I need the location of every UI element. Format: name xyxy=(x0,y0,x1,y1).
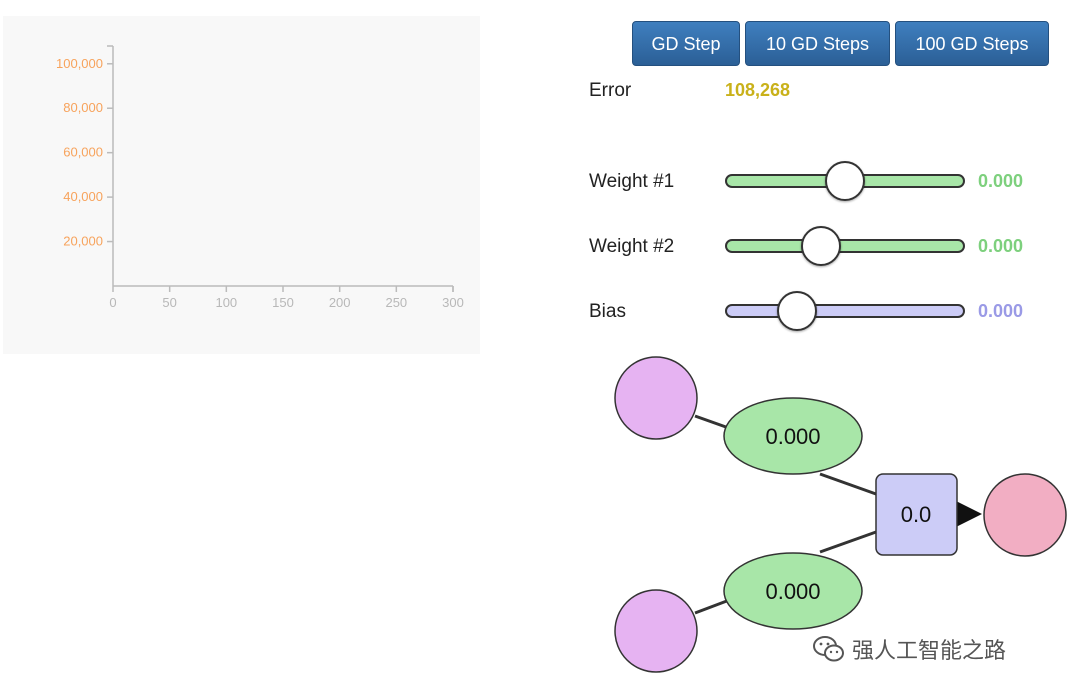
y-tick-label: 20,000 xyxy=(63,234,103,249)
bias-label: Bias xyxy=(589,301,626,322)
weight2-slider-thumb[interactable] xyxy=(801,226,841,266)
weight2-node xyxy=(723,552,863,630)
weight1-to-sum-line xyxy=(819,472,877,496)
bias-slider-thumb[interactable] xyxy=(777,291,817,331)
x-tick-label: 250 xyxy=(385,295,407,310)
gd-100-steps-button[interactable]: 100 GD Steps xyxy=(895,21,1049,66)
x-tick-label: 100 xyxy=(215,295,237,310)
y-tick-label: 100,000 xyxy=(56,56,103,71)
error-label: Error xyxy=(589,80,632,101)
y-tick-label: 80,000 xyxy=(63,100,103,115)
error-value: 108,268 xyxy=(725,80,791,100)
gd-10-steps-button[interactable]: 10 GD Steps xyxy=(745,21,890,66)
weight1-value: 0.000 xyxy=(978,171,1024,191)
x-tick-label: 200 xyxy=(329,295,351,310)
y-tick-label: 60,000 xyxy=(63,145,103,160)
sum-node xyxy=(875,473,958,556)
weight2-slider[interactable] xyxy=(725,239,965,253)
input-node-1 xyxy=(614,356,698,440)
wechat-icon xyxy=(813,636,844,662)
error-chart-svg: 20,000 40,000 60,000 80,000 100,000 0 50 100 150… xyxy=(56,45,464,310)
watermark: 强人工智能之路 xyxy=(812,632,1006,666)
weight1-node xyxy=(723,397,863,475)
error-chart: 20,000 40,000 60,000 80,000 100,000 0 50 100 150… xyxy=(3,16,480,354)
y-tick-label: 40,000 xyxy=(63,189,103,204)
weight2-value: 0.000 xyxy=(978,236,1024,256)
x-tick-label: 0 xyxy=(109,295,116,310)
weight1-slider-thumb[interactable] xyxy=(825,161,865,201)
bias-value: 0.000 xyxy=(978,301,1024,321)
weight2-label: Weight #2 xyxy=(589,236,675,257)
watermark-text: 强人工智能之路 xyxy=(852,639,1007,664)
x-tick-label: 150 xyxy=(272,295,294,310)
x-tick-label: 50 xyxy=(162,295,176,310)
output-node xyxy=(983,473,1067,557)
gd-step-button[interactable]: GD Step xyxy=(632,21,740,66)
weight2-to-sum-line xyxy=(819,530,877,554)
input-node-2 xyxy=(614,589,698,673)
weight1-node-value: 0.000 xyxy=(765,424,820,449)
sum-node-value: 0.0 xyxy=(901,502,932,527)
x-tick-label: 300 xyxy=(442,295,464,310)
weight1-label: Weight #1 xyxy=(589,171,675,192)
weight2-node-value: 0.000 xyxy=(765,579,820,604)
